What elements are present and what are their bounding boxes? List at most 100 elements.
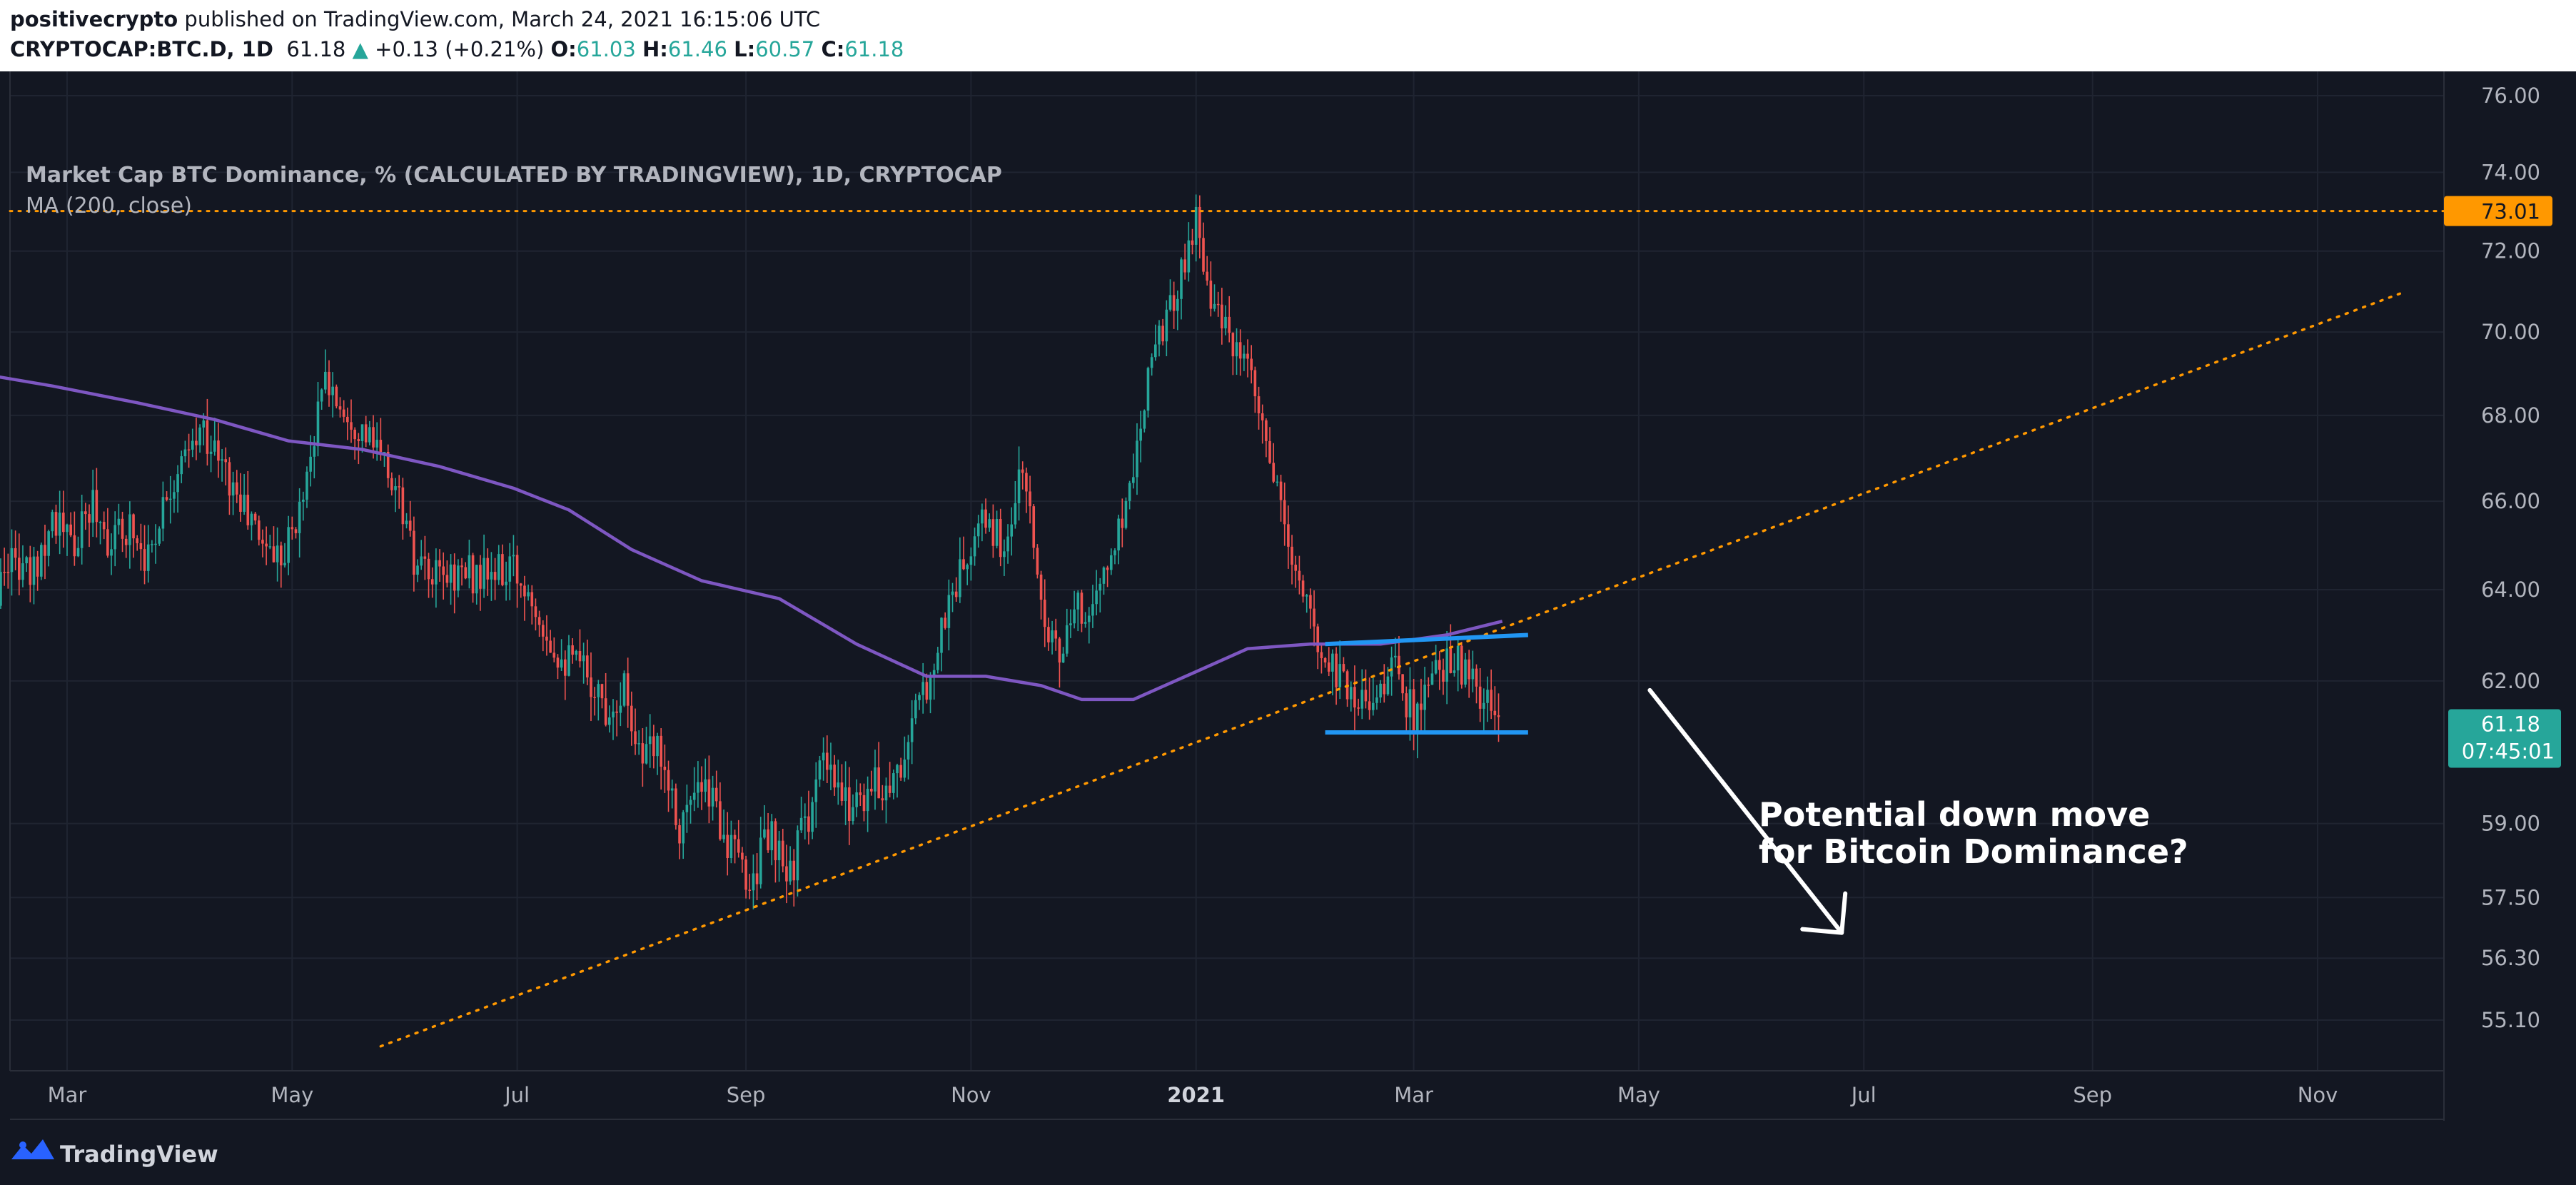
arrow-shaft [1647,687,1844,935]
candle-body [1165,309,1168,342]
candle-body [1084,622,1087,624]
candle-body [847,787,851,822]
candle-body [556,657,560,668]
tradingview-logo-icon[interactable] [10,1135,56,1165]
annotation-text[interactable]: Potential down move for Bitcoin Dominanc… [1759,796,2188,870]
candle-body [1006,536,1009,552]
candle-body [567,645,570,676]
candle-body [660,735,662,767]
legend-title[interactable]: Market Cap BTC Dominance, % (CALCULATED … [26,163,1002,188]
candle-body [991,519,995,546]
candle-body [1305,595,1308,597]
price-tick-label: 64.00 [2481,578,2540,602]
chart-area[interactable]: 76.00 74.00 72.00 70.00 68.00 66.00 64.00 62.00… [0,71,2576,1121]
candle-body [1460,645,1463,685]
candle-body [80,511,84,548]
candle-body [1453,670,1456,673]
candle-body [464,567,468,579]
candle-body [1216,303,1220,306]
candle-body [76,548,80,557]
candle-body [445,575,449,583]
candle-body [1095,590,1098,605]
candle-body [523,585,526,597]
countdown-label: 07:45:01 [2462,739,2555,763]
tradingview-brand[interactable]: TradingView [60,1141,218,1168]
candle-body [682,812,685,844]
candle-body [1154,344,1157,358]
candle-body [198,427,201,445]
candle-body [1202,238,1205,272]
candle-body [995,519,999,546]
candle-body [350,422,353,430]
candle-body [645,744,648,764]
price-tick-label: 57.50 [2481,885,2540,909]
candle-body [51,512,54,532]
candle-body [1309,595,1312,609]
candle-body [1412,689,1415,733]
legend-ma[interactable]: MA (200, close) [26,193,192,218]
candle-body [1198,206,1201,238]
candle-body [1187,240,1191,273]
candle-body [283,563,286,565]
candle-body [279,545,283,565]
symbol-label: CRYPTOCAP:BTC.D, 1D [10,37,273,61]
candle-body [906,742,910,760]
candle-body [342,409,345,417]
candle-body [1316,626,1320,652]
candle-body [711,787,714,807]
candle-body [707,779,711,807]
candle-body [324,371,327,390]
candle-body [1117,518,1120,551]
author-name[interactable]: positivecrypto [10,7,178,31]
candle-body [1283,500,1286,525]
candle-body [954,591,958,597]
candle-body [276,545,279,563]
candle-body [250,513,253,525]
candle-body [837,782,840,788]
candle-body [62,513,65,533]
chart-svg[interactable]: 76.00 74.00 72.00 70.00 68.00 66.00 64.00 62.00… [0,71,2576,1121]
candle-body [1180,259,1183,299]
candle-body [1014,503,1017,525]
candle-body [261,540,264,544]
candle-body [947,595,951,628]
candle-body [390,478,393,490]
candle-body [117,518,121,525]
candle-body [475,565,478,594]
candle-body [925,682,929,700]
candle-body [663,766,667,770]
candle-body [40,545,43,577]
candle-body [1383,683,1386,695]
candle-body [874,767,877,792]
low-value: 60.57 [755,37,815,61]
candle-body [988,519,991,528]
candle-body [173,492,176,499]
candle-body [704,779,707,792]
last-price: 61.18 [286,37,346,61]
candle-body [921,682,924,695]
candle-body [25,557,28,564]
candle-body [1471,668,1475,680]
candle-body [781,840,784,867]
candle-body [1194,206,1198,245]
candle-body [14,548,17,558]
candle-body [1246,353,1249,359]
candle-body [1131,477,1135,483]
candle-body [537,617,541,625]
candle-body [759,837,762,884]
price-tick-label: 76.00 [2481,84,2540,108]
candle-body [1043,600,1046,627]
publish-date: published on TradingView.com, March 24, … [178,7,821,31]
candle-body [1405,693,1408,717]
candle-body [328,371,330,395]
candle-body [670,788,674,791]
candle-body [512,555,515,557]
arrow-head [1800,891,1848,935]
candle-body [1478,686,1482,709]
candle-body [291,527,294,530]
candle-body [58,513,61,536]
candle-body [590,677,592,697]
price-tick-label: 66.00 [2481,489,2540,513]
candle-body [1368,701,1371,710]
candle-body [818,760,822,780]
